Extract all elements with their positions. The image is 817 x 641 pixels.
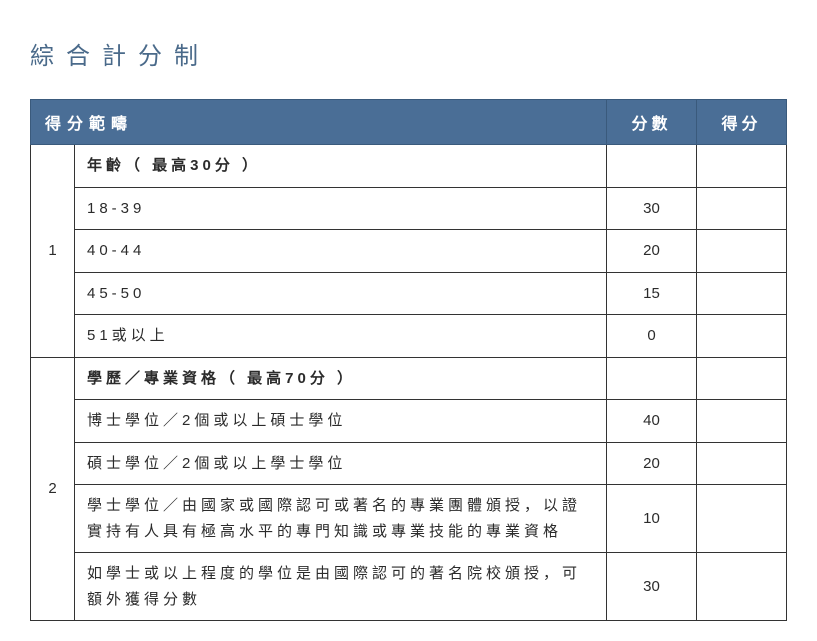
table-row: 18-39 30 xyxy=(31,187,787,230)
cell-label: 40-44 xyxy=(75,230,607,273)
cell-points xyxy=(607,145,697,188)
cell-label: 如學士或以上程度的學位是由國際認可的著名院校頒授，可額外獲得分數 xyxy=(75,553,607,621)
cell-points: 10 xyxy=(607,485,697,553)
page-title: 綜合計分制 xyxy=(30,36,787,71)
cell-points: 15 xyxy=(607,272,697,315)
cell-points xyxy=(607,357,697,400)
section-index: 1 xyxy=(31,145,75,358)
section-heading: 年齡（ 最高30分 ） xyxy=(75,145,607,188)
cell-score xyxy=(697,357,787,400)
cell-score xyxy=(697,485,787,553)
cell-label: 45-50 xyxy=(75,272,607,315)
table-row: 2 學歷／專業資格（ 最高70分 ） xyxy=(31,357,787,400)
table-row: 1 年齡（ 最高30分 ） xyxy=(31,145,787,188)
cell-points: 40 xyxy=(607,400,697,443)
cell-points: 20 xyxy=(607,442,697,485)
cell-score xyxy=(697,400,787,443)
cell-score xyxy=(697,187,787,230)
section-heading: 學歷／專業資格（ 最高70分 ） xyxy=(75,357,607,400)
cell-points: 20 xyxy=(607,230,697,273)
cell-label: 碩士學位／2個或以上學士學位 xyxy=(75,442,607,485)
cell-points: 30 xyxy=(607,187,697,230)
table-row: 博士學位／2個或以上碩士學位 40 xyxy=(31,400,787,443)
col-points: 分數 xyxy=(607,100,697,145)
table-row: 45-50 15 xyxy=(31,272,787,315)
cell-score xyxy=(697,230,787,273)
col-score: 得分 xyxy=(697,100,787,145)
table-row: 40-44 20 xyxy=(31,230,787,273)
cell-label: 51或以上 xyxy=(75,315,607,358)
scoring-table: 得分範疇 分數 得分 1 年齡（ 最高30分 ） 18-39 30 40-44 … xyxy=(30,99,787,621)
cell-points: 30 xyxy=(607,553,697,621)
table-row: 碩士學位／2個或以上學士學位 20 xyxy=(31,442,787,485)
table-row: 如學士或以上程度的學位是由國際認可的著名院校頒授，可額外獲得分數 30 xyxy=(31,553,787,621)
table-header-row: 得分範疇 分數 得分 xyxy=(31,100,787,145)
cell-score xyxy=(697,442,787,485)
cell-label: 學士學位／由國家或國際認可或著名的專業團體頒授，以證實持有人具有極高水平的專門知… xyxy=(75,485,607,553)
cell-score xyxy=(697,315,787,358)
section-index: 2 xyxy=(31,357,75,621)
cell-score xyxy=(697,272,787,315)
cell-score xyxy=(697,553,787,621)
cell-score xyxy=(697,145,787,188)
cell-points: 0 xyxy=(607,315,697,358)
table-row: 學士學位／由國家或國際認可或著名的專業團體頒授，以證實持有人具有極高水平的專門知… xyxy=(31,485,787,553)
table-row: 51或以上 0 xyxy=(31,315,787,358)
col-category: 得分範疇 xyxy=(31,100,607,145)
cell-label: 18-39 xyxy=(75,187,607,230)
cell-label: 博士學位／2個或以上碩士學位 xyxy=(75,400,607,443)
